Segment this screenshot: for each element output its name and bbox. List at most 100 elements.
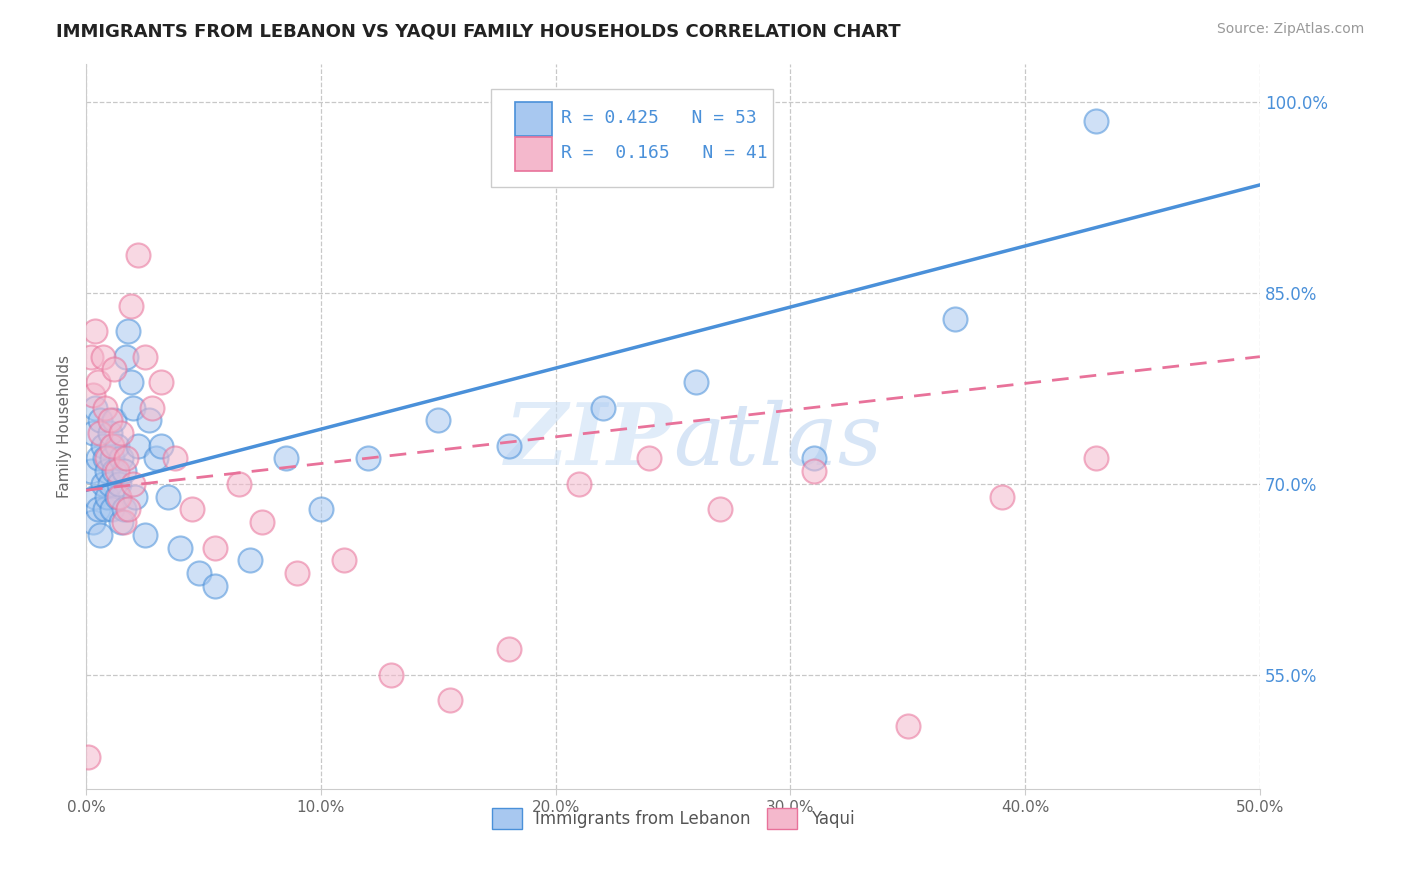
Point [87,451,110,466]
Point [803,451,825,466]
Point [82,425,104,440]
Point [91,439,114,453]
Point [94,451,117,466]
Point [91,476,114,491]
Text: Source: ZipAtlas.com: Source: ZipAtlas.com [1216,22,1364,37]
Text: R =  0.165   N = 41: R = 0.165 N = 41 [561,145,768,162]
Legend: Immigrants from Lebanon, Yaqui: Immigrants from Lebanon, Yaqui [485,802,860,835]
Point [228,476,250,491]
Point [568,476,591,491]
Point [803,464,825,478]
Point [112,464,135,478]
Text: atlas: atlas [673,400,882,483]
Point [127,439,149,453]
Text: IMMIGRANTS FROM LEBANON VS YAQUI FAMILY HOUSEHOLDS CORRELATION CHART: IMMIGRANTS FROM LEBANON VS YAQUI FAMILY … [56,22,901,40]
Point [110,451,132,466]
Point [96,464,118,478]
Point [427,413,450,427]
Text: R = 0.425   N = 53: R = 0.425 N = 53 [561,110,758,128]
Point [105,464,128,478]
Point [84,401,107,415]
Point [101,451,124,466]
Point [180,502,202,516]
Point [204,579,226,593]
Point [108,490,131,504]
Point [169,541,191,555]
Point [112,515,135,529]
Point [103,413,125,427]
Point [1084,114,1107,128]
Point [96,490,118,504]
Point [685,375,707,389]
Point [82,388,104,402]
Point [134,528,156,542]
Point [134,350,156,364]
Point [98,413,121,427]
Point [165,451,187,466]
Point [110,515,132,529]
Point [110,425,132,440]
Point [357,451,380,466]
Point [150,439,173,453]
Point [117,324,139,338]
Point [127,248,149,262]
Point [592,401,614,415]
Point [122,476,145,491]
Point [498,439,520,453]
Point [709,502,731,516]
Point [89,413,111,427]
Point [141,401,163,415]
Point [309,502,332,516]
Point [990,490,1012,504]
Point [103,464,125,478]
Point [638,451,661,466]
Text: ZIP: ZIP [505,400,673,483]
Point [87,502,110,516]
Point [157,490,180,504]
Point [124,490,146,504]
FancyBboxPatch shape [515,137,553,170]
Point [897,718,920,732]
Point [84,324,107,338]
Point [439,693,461,707]
Point [498,642,520,657]
Point [96,451,118,466]
Point [91,350,114,364]
Point [103,362,125,376]
Point [187,566,209,580]
Point [101,439,124,453]
Point [250,515,273,529]
Point [274,451,297,466]
Point [239,553,262,567]
Point [84,490,107,504]
Point [98,425,121,440]
FancyBboxPatch shape [515,103,553,136]
Point [138,413,160,427]
FancyBboxPatch shape [491,89,773,187]
Point [115,350,138,364]
Point [89,425,111,440]
Point [333,553,356,567]
Point [82,515,104,529]
Point [108,476,131,491]
Point [87,375,110,389]
Point [943,311,966,326]
Point [120,375,142,389]
Point [145,451,167,466]
Point [120,299,142,313]
Point [150,375,173,389]
Point [94,502,117,516]
Point [117,502,139,516]
Point [1084,451,1107,466]
Point [94,401,117,415]
Point [89,528,111,542]
Point [285,566,308,580]
Point [204,541,226,555]
Point [105,490,128,504]
Point [122,401,145,415]
Point [115,451,138,466]
Point [112,502,135,516]
Point [380,667,402,681]
Point [101,502,124,516]
Point [98,476,121,491]
